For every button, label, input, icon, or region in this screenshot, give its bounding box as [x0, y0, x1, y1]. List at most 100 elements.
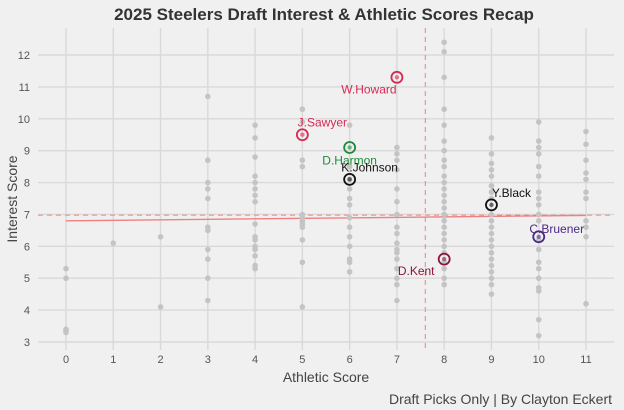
data-point: [535, 138, 542, 144]
data-point: [252, 135, 258, 141]
data-point: [488, 211, 495, 218]
data-point: [394, 256, 400, 262]
data-point: [488, 189, 495, 195]
ohio-state-logo-icon: [390, 70, 404, 84]
data-point: [535, 246, 542, 253]
chart-title: 2025 Steelers Draft Interest & Athletic …: [114, 5, 534, 24]
data-point: [488, 275, 495, 282]
data-point: [205, 186, 211, 192]
y-tick-label: 12: [18, 50, 30, 62]
y-tick-label: 6: [24, 241, 30, 253]
data-point: [299, 259, 306, 266]
y-tick-label: 11: [19, 82, 30, 94]
data-point: [394, 281, 400, 288]
data-point: [252, 253, 258, 259]
data-point: [394, 151, 400, 157]
y-tick-label: 5: [24, 273, 30, 285]
data-point: [535, 218, 542, 224]
data-point: [488, 230, 495, 237]
data-point: [441, 237, 447, 243]
data-point: [583, 189, 589, 195]
data-point: [535, 288, 542, 294]
data-point: [63, 265, 69, 272]
data-point: [535, 173, 542, 179]
player-marker: W.Howard: [341, 70, 404, 96]
data-point: [535, 316, 542, 323]
player-marker: D.Kent: [398, 252, 451, 278]
data-point: [299, 119, 306, 125]
data-point: [394, 249, 400, 256]
data-point: [252, 237, 258, 243]
ohio-state-logo-icon: [295, 128, 309, 142]
data-point: [157, 304, 164, 310]
data-point: [441, 39, 447, 46]
y-tick-label: 10: [18, 114, 30, 126]
x-tick-label: 2: [157, 354, 163, 366]
data-point: [441, 179, 447, 186]
data-point: [441, 74, 447, 81]
data-point: [63, 329, 69, 336]
data-point: [157, 233, 164, 240]
data-point: [441, 224, 447, 230]
data-point: [394, 230, 400, 237]
x-tick-label: 7: [394, 354, 400, 366]
data-point: [488, 249, 495, 256]
player-label: D.Kent: [398, 264, 435, 278]
data-point: [488, 291, 495, 297]
background-points: [63, 39, 589, 339]
data-point: [252, 198, 258, 205]
data-point: [441, 265, 447, 272]
data-point: [535, 151, 542, 157]
y-tick-label: 4: [24, 305, 30, 317]
data-point: [488, 151, 495, 157]
data-point: [583, 224, 589, 230]
player-marker: D.Harmon: [322, 141, 377, 167]
data-point: [394, 167, 400, 173]
data-point: [488, 262, 495, 269]
data-point: [441, 198, 447, 205]
trend-line: [65, 214, 587, 222]
data-point: [205, 256, 211, 262]
data-point: [488, 135, 495, 141]
data-point: [346, 224, 353, 230]
x-tick-label: 8: [441, 354, 447, 366]
data-point: [488, 243, 495, 250]
data-point: [535, 332, 542, 339]
player-label: J.Sawyer: [298, 116, 347, 130]
central-michigan-logo-icon-center: [441, 256, 447, 262]
ohio-state-logo-icon-center: [300, 132, 305, 137]
iowa-hawkeye-logo-icon-center: [489, 202, 494, 208]
data-point: [441, 230, 447, 237]
data-point: [535, 211, 542, 218]
data-point: [488, 167, 495, 173]
data-point: [441, 163, 447, 170]
data-point: [346, 243, 353, 250]
data-point: [441, 243, 447, 250]
data-point: [346, 186, 353, 192]
x-tick-label: 6: [347, 354, 353, 366]
data-point: [535, 275, 542, 282]
data-point: [583, 170, 589, 176]
data-point: [346, 202, 353, 208]
data-point: [299, 157, 306, 164]
x-tick-label: 4: [252, 354, 258, 366]
data-point: [488, 237, 495, 243]
data-point: [346, 195, 353, 202]
data-point: [535, 202, 542, 208]
data-point: [441, 211, 447, 218]
data-point: [441, 173, 447, 179]
data-point: [441, 186, 447, 192]
x-tick-label: 0: [63, 354, 69, 366]
data-point: [394, 144, 400, 151]
data-point: [441, 138, 447, 144]
data-point: [488, 173, 495, 179]
chart-caption: Draft Picks Only | By Clayton Eckert: [389, 391, 612, 407]
data-point: [299, 163, 306, 170]
data-point: [299, 237, 306, 243]
data-point: [535, 144, 542, 151]
central-michigan-logo-icon: [437, 252, 451, 266]
oregon-logo-icon-center: [347, 145, 352, 150]
data-point: [252, 154, 258, 160]
data-point: [394, 265, 400, 272]
